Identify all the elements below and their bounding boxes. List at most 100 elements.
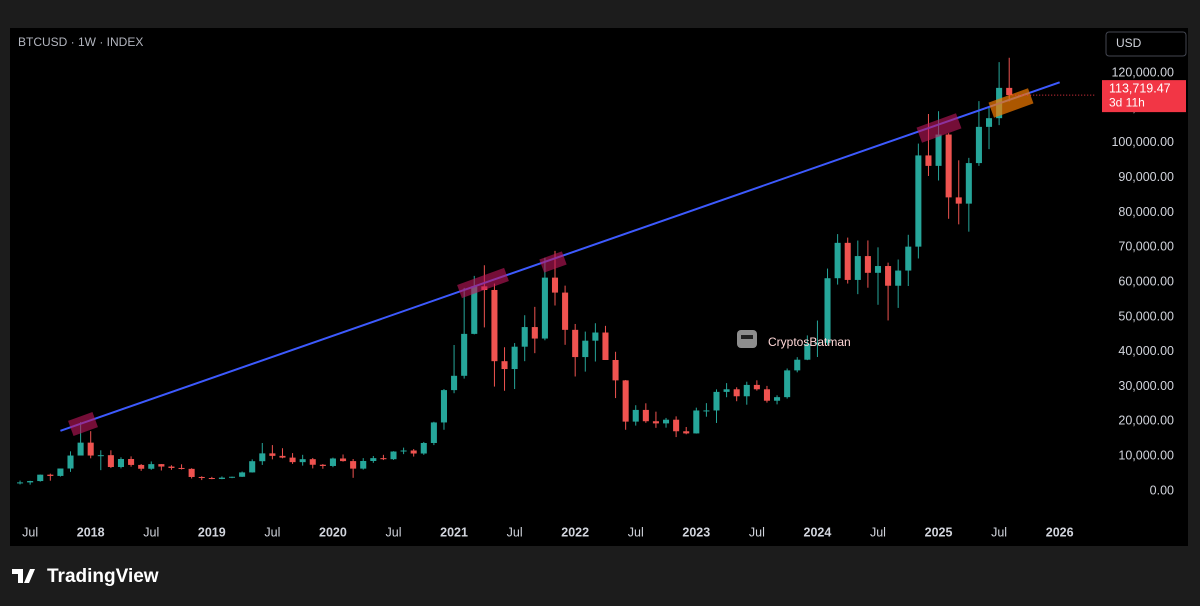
candle-body (592, 332, 599, 341)
candle-body (885, 266, 892, 286)
candle-body (451, 375, 458, 391)
candle-body (854, 256, 861, 280)
candle-body (763, 389, 770, 401)
candle-body (531, 327, 538, 339)
candle-body (794, 359, 801, 371)
candle-body (753, 384, 760, 390)
candle-body (713, 391, 720, 411)
candle-body (299, 459, 306, 463)
x-tick-label: Jul (991, 525, 1007, 539)
x-tick-label: 2023 (682, 525, 710, 539)
x-tick-label: 2021 (440, 525, 468, 539)
candle-body (47, 474, 54, 476)
highlight-boxes (68, 88, 1034, 436)
currency-button[interactable] (1105, 31, 1187, 57)
x-tick-label: 2024 (804, 525, 832, 539)
candle-body (945, 134, 952, 198)
x-tick-label: 2020 (319, 525, 347, 539)
candle-body (975, 126, 982, 164)
candle-body (138, 464, 145, 469)
candle-body (390, 451, 397, 460)
x-tick-label: 2019 (198, 525, 226, 539)
candle-body (188, 468, 195, 477)
candle-body (178, 467, 185, 469)
candle-body (642, 409, 649, 422)
watermark-icon (741, 335, 753, 339)
candle-body (652, 421, 659, 424)
x-tick-label: Jul (264, 525, 280, 539)
candle-body (491, 289, 498, 362)
brand-name: TradingView (47, 566, 159, 587)
y-tick-label: 0.00 (1150, 483, 1174, 497)
candle-body (612, 359, 619, 381)
price-tag-label: 113,719.47 (1109, 81, 1171, 95)
candle-body (440, 390, 447, 423)
candle-body (864, 256, 871, 273)
chart-panel (10, 28, 1188, 546)
candle-body (350, 461, 357, 469)
y-tick-label: 60,000.00 (1118, 274, 1174, 288)
candle-body (521, 327, 528, 347)
y-tick-label: 90,000.00 (1118, 170, 1174, 184)
candle-body (814, 342, 821, 344)
candle-body (693, 410, 700, 434)
candle-body (420, 442, 427, 454)
x-tick-label: Jul (749, 525, 765, 539)
candle-body (269, 453, 276, 456)
candle-body (572, 329, 579, 358)
x-tick-label: 2025 (925, 525, 953, 539)
candle-body (461, 333, 468, 376)
candle-body (329, 458, 336, 466)
x-tick-label: Jul (386, 525, 402, 539)
candle-body (279, 455, 286, 458)
candle-body (309, 459, 316, 465)
candle-body (117, 459, 125, 468)
candle-body (87, 442, 94, 456)
candle-body (249, 461, 256, 473)
candle-body (965, 163, 972, 204)
candle-body (985, 118, 993, 127)
candle-body (228, 476, 236, 478)
highlight-box (539, 251, 567, 273)
price-tag-countdown: 3d 11h (1109, 95, 1145, 109)
candle-body (1006, 87, 1013, 96)
candle-body (370, 458, 377, 461)
watermark-text: CryptosBatman (768, 335, 851, 349)
brand-icon (12, 569, 35, 583)
candle-body (935, 134, 942, 166)
candle-body (784, 370, 791, 398)
candle-body (663, 419, 670, 424)
candle-body (683, 431, 690, 434)
candle-body (107, 455, 114, 468)
candle-body (77, 442, 84, 456)
candle-body (925, 155, 932, 166)
candle-body (128, 459, 135, 465)
y-tick-label: 10,000.00 (1118, 449, 1174, 463)
candle-body (562, 292, 569, 330)
candle-body (198, 476, 205, 479)
highlight-box (457, 267, 509, 299)
candle-body (703, 410, 710, 412)
y-tick-label: 120,000.00 (1111, 66, 1174, 80)
x-tick-label: 2022 (561, 525, 589, 539)
price-tag (1102, 80, 1186, 113)
candle-body (289, 457, 296, 463)
candle-body (723, 389, 730, 392)
y-tick-label: 100,000.00 (1111, 135, 1174, 149)
candle-body (541, 277, 548, 339)
candle-body (27, 481, 34, 483)
candle-body (905, 246, 912, 271)
candle-body (632, 409, 639, 422)
candle-body (37, 474, 44, 482)
currency-label[interactable]: USD (1116, 36, 1142, 50)
candle-body (410, 450, 417, 454)
candle-body (360, 460, 367, 469)
candle-body (400, 450, 407, 452)
candle-body (774, 397, 781, 401)
candle-body (551, 277, 559, 293)
y-tick-label: 70,000.00 (1118, 240, 1174, 254)
watermark: CryptosBatman (737, 330, 851, 349)
candle-body (733, 389, 740, 397)
candle-body (501, 361, 508, 370)
